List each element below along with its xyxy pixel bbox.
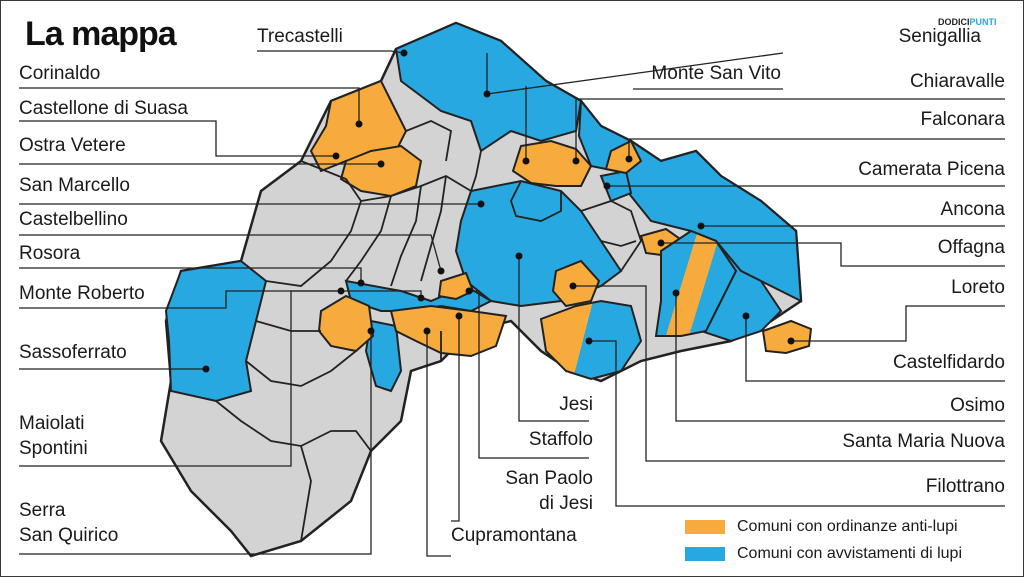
label-filottrano: Filottrano bbox=[925, 476, 1005, 497]
region-sassoferrato bbox=[164, 259, 268, 403]
brand-part1: DODICI bbox=[938, 17, 970, 27]
leader-lines bbox=[19, 50, 1005, 557]
label-chiaravalle: Chiaravalle bbox=[909, 71, 1005, 92]
label-maiolati-2: Spontini bbox=[19, 438, 88, 459]
label-osimo: Osimo bbox=[950, 395, 1005, 416]
label-staffolo: Staffolo bbox=[528, 429, 593, 450]
legend-swatch-orange bbox=[685, 520, 725, 534]
legend-label-ordinanze: Comuni con ordinanze anti-lupi bbox=[737, 518, 958, 535]
legend-label-avvistamenti: Comuni con avvistamenti di lupi bbox=[737, 545, 962, 562]
label-corinaldo: Corinaldo bbox=[19, 63, 101, 84]
municipal-borders bbox=[215, 120, 642, 542]
label-rosora: Rosora bbox=[19, 243, 81, 264]
region-rosora bbox=[437, 271, 475, 301]
page-title: La mappa bbox=[25, 15, 177, 53]
label-serra-1: Serra bbox=[19, 500, 66, 521]
label-offagna: Offagna bbox=[937, 237, 1005, 258]
marker-dots bbox=[202, 49, 795, 373]
region-cupramontana bbox=[389, 304, 508, 358]
label-santa-maria-nuova: Santa Maria Nuova bbox=[842, 431, 1005, 452]
label-san-marcello: San Marcello bbox=[19, 175, 130, 196]
brand-part2: PUNTI bbox=[969, 17, 997, 27]
label-falconara: Falconara bbox=[920, 109, 1006, 130]
label-camerata: Camerata Picena bbox=[858, 159, 1005, 180]
label-san-paolo-2: di Jesi bbox=[539, 493, 593, 514]
region-falconara bbox=[604, 139, 643, 175]
label-sassoferrato: Sassoferrato bbox=[19, 342, 127, 363]
region-monte-san-vito bbox=[511, 139, 593, 187]
label-monte-roberto: Monte Roberto bbox=[19, 283, 145, 304]
label-monte-san-vito: Monte San Vito bbox=[651, 63, 781, 84]
label-jesi: Jesi bbox=[559, 394, 593, 415]
legend-item-ordinanze: Comuni con ordinanze anti-lupi bbox=[685, 518, 958, 536]
label-ancona: Ancona bbox=[940, 199, 1005, 220]
label-castellone: Castellone di Suasa bbox=[19, 98, 188, 119]
legend-item-avvistamenti: Comuni con avvistamenti di lupi bbox=[685, 545, 962, 563]
region-castelfidardo bbox=[761, 319, 813, 355]
label-senigallia: Senigallia bbox=[898, 26, 981, 47]
label-san-paolo-1: San Paolo bbox=[505, 468, 593, 489]
label-maiolati-1: Maiolati bbox=[19, 413, 85, 434]
region-staffolo bbox=[551, 259, 601, 308]
label-serra-2: San Quirico bbox=[19, 525, 119, 546]
region-serra-san-quirico bbox=[317, 294, 375, 353]
brand-logo: DODICIPUNTI bbox=[938, 17, 997, 27]
label-trecastelli: Trecastelli bbox=[257, 26, 343, 47]
label-castelfidardo: Castelfidardo bbox=[893, 352, 1005, 373]
label-loreto: Loreto bbox=[951, 277, 1005, 298]
label-cupramontana: Cupramontana bbox=[451, 525, 577, 546]
legend-swatch-blue bbox=[685, 547, 725, 561]
label-castelbellino: Castelbellino bbox=[19, 209, 128, 230]
label-ostra-vetere: Ostra Vetere bbox=[19, 135, 126, 156]
